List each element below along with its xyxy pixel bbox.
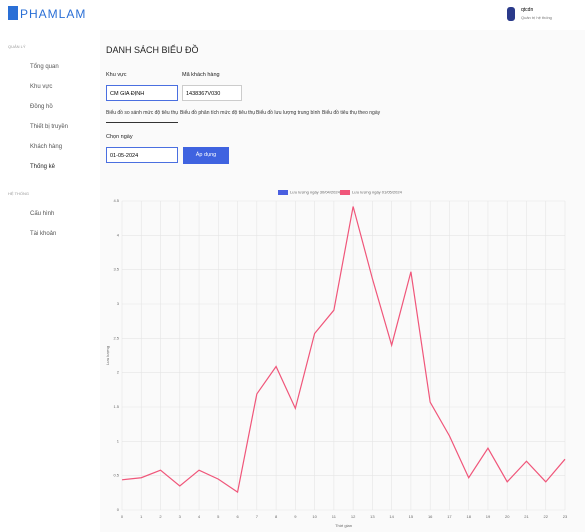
x-tick-label: 0 <box>121 514 124 519</box>
y-tick-label: 3 <box>117 301 120 306</box>
logo-icon <box>8 6 18 20</box>
y-tick-label: 3.5 <box>113 267 119 272</box>
x-tick-label: 15 <box>409 514 414 519</box>
legend-swatch <box>278 190 288 195</box>
y-tick-label: 0.5 <box>113 473 119 478</box>
menu-item[interactable]: Tổng quan <box>30 64 59 70</box>
section-title: HỆ THỐNG <box>8 191 30 196</box>
avatar <box>507 7 515 21</box>
tab[interactable]: Biểu đồ so sánh mức độ tiêu thụ <box>106 110 179 116</box>
x-tick-label: 8 <box>275 514 278 519</box>
customer-select[interactable]: 1438367V030 <box>182 85 242 101</box>
page-title: DANH SÁCH BIỂU ĐỒ <box>106 45 199 55</box>
legend-label: Lưu lượng ngày 30/04/2024 <box>290 190 341 195</box>
customer-label: Mã khách hàng <box>182 72 220 78</box>
menu-item[interactable]: Đồng hồ <box>30 104 53 110</box>
x-tick-label: 7 <box>256 514 259 519</box>
y-tick-label: 2 <box>117 370 120 375</box>
user-role: Quản trị hệ thống <box>521 15 552 20</box>
tab-underline <box>106 122 178 123</box>
x-tick-label: 20 <box>505 514 510 519</box>
x-tick-label: 12 <box>351 514 356 519</box>
x-tick-label: 16 <box>428 514 433 519</box>
logo: PHAMLAM <box>20 7 87 21</box>
x-axis-label: Thời gian <box>335 523 352 528</box>
x-tick-label: 13 <box>370 514 375 519</box>
x-tick-label: 1 <box>140 514 143 519</box>
x-tick-label: 18 <box>466 514 471 519</box>
menu-item[interactable]: Khách hàng <box>30 144 63 150</box>
menu-item[interactable]: Tài khoản <box>30 231 57 237</box>
menu-item[interactable]: Cấu hình <box>30 211 55 217</box>
x-tick-label: 17 <box>447 514 452 519</box>
section-title: QUẢN LÝ <box>8 44 26 49</box>
y-tick-label: 1.5 <box>113 404 119 409</box>
date-input[interactable]: 01-05-2024 <box>106 147 178 163</box>
y-tick-label: 0 <box>117 507 120 512</box>
main: DANH SÁCH BIỂU ĐỒ Khu vực CM GIA ĐỊNH Mã… <box>100 30 585 532</box>
y-tick-label: 2.5 <box>113 335 119 340</box>
x-tick-label: 19 <box>486 514 491 519</box>
x-tick-label: 22 <box>544 514 549 519</box>
x-tick-label: 4 <box>198 514 201 519</box>
x-tick-label: 14 <box>389 514 394 519</box>
x-tick-label: 5 <box>217 514 220 519</box>
tab[interactable]: Biểu đồ tiêu thụ theo ngày <box>322 110 381 116</box>
x-tick-label: 21 <box>524 514 529 519</box>
legend-swatch <box>340 190 350 195</box>
y-axis-label: Lưu lượng <box>105 346 110 365</box>
x-tick-label: 23 <box>563 514 568 519</box>
sidebar: QUẢN LÝ Tổng quan Khu vực Đồng hồ Thiết bị t… <box>0 30 100 532</box>
tab[interactable]: Biểu đồ phân tích mức độ tiêu thụ <box>180 110 256 116</box>
x-tick-label: 6 <box>236 514 239 519</box>
series-line <box>121 206 566 494</box>
chart: 00.511.522.533.544.50 1 2 3 4 5 6 7 8 9 10 11 12 13 14… <box>105 190 568 529</box>
menu-item[interactable]: Thiết bị truyền <box>30 124 69 130</box>
date-label: Chọn ngày <box>106 134 133 140</box>
x-tick-label: 9 <box>294 514 297 519</box>
y-tick-label: 1 <box>117 438 120 443</box>
x-tick-label: 11 <box>332 514 337 519</box>
area-select[interactable]: CM GIA ĐỊNH <box>106 85 178 101</box>
user-name: qtcdn <box>521 7 534 13</box>
y-tick-label: 4 <box>117 232 120 237</box>
y-tick-label: 4.5 <box>113 198 119 203</box>
x-tick-label: 10 <box>312 514 317 519</box>
tab[interactable]: Biểu đồ lưu lượng trung bình <box>256 110 321 116</box>
apply-button[interactable]: Áp dụng <box>183 147 229 164</box>
area-label: Khu vực <box>106 72 127 78</box>
x-tick-label: 2 <box>159 514 162 519</box>
x-tick-label: 3 <box>179 514 182 519</box>
menu-item[interactable]: Thống kê <box>30 164 56 170</box>
legend-label: Lưu lượng ngày 01/05/2024 <box>352 190 403 195</box>
menu-item[interactable]: Khu vực <box>30 84 53 90</box>
